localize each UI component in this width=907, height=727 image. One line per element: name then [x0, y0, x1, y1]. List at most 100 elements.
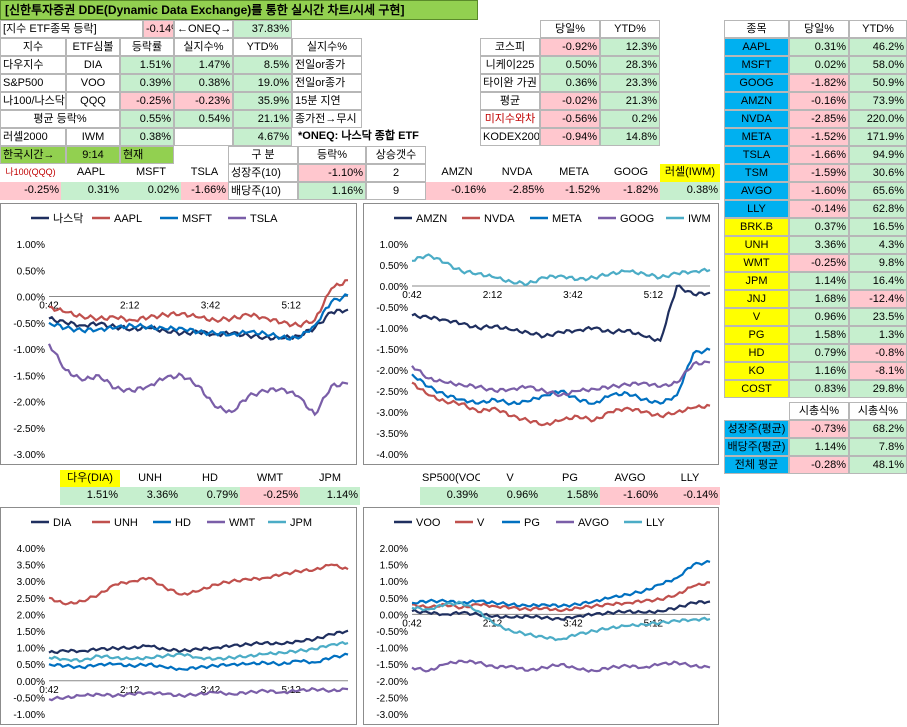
y-tick-label: -2.00% — [13, 398, 45, 409]
etf-cell: DIA — [66, 56, 120, 74]
stock-ytd: 23.5% — [849, 308, 907, 326]
world-label: 니케이225 — [480, 56, 540, 74]
row4-label: AVGO — [614, 472, 646, 484]
stock-pct: -1.66% — [789, 146, 849, 164]
legend-label: 나스닥 — [53, 212, 83, 225]
stock-symbol: TSLA — [724, 146, 789, 164]
stock-pct: -2.85% — [789, 110, 849, 128]
row3-label: UNH — [138, 472, 162, 484]
etf-cell: 전일or종가 — [292, 74, 362, 92]
r2000-pct: 0.38% — [120, 128, 174, 146]
series-line-voo — [411, 600, 711, 622]
y-tick-label: 2.00% — [380, 544, 408, 555]
x-tick-label: 2:12 — [120, 685, 140, 696]
legend-label: VOO — [416, 517, 441, 529]
row4-label: LLY — [680, 472, 700, 484]
etf-col-header: 실지수% — [292, 38, 362, 56]
row4-label: V — [506, 472, 514, 484]
legend-label: V — [477, 517, 485, 529]
y-tick-label: 0.00% — [380, 610, 408, 621]
y-tick-label: -2.50% — [13, 424, 45, 435]
summary-pct: -0.28% — [789, 456, 849, 474]
legend-label: LLY — [646, 517, 665, 529]
world-label: KODEX200 — [480, 128, 540, 146]
world-pct: -0.94% — [540, 128, 600, 146]
row3-label: WMT — [256, 472, 284, 484]
stock-symbol: COST — [724, 380, 789, 398]
etf-cell: QQQ — [66, 92, 120, 110]
growth-hdr: 구 분 — [228, 146, 298, 164]
chart-nasdaq: 나스닥 AAPL MSFT TSLA 1.00% 0.50% 0.00% -0.50% -1.0… — [0, 203, 357, 465]
row2-value: -0.16% — [426, 182, 488, 200]
stock-ytd: -0.8% — [849, 344, 907, 362]
x-tick-label: 3:42 — [563, 290, 583, 301]
world-ytd: 28.3% — [600, 56, 660, 74]
row3-label: 다우(DIA) — [60, 470, 120, 488]
stock-symbol: AAPL — [724, 38, 789, 56]
series-line-nvda — [411, 381, 711, 427]
y-tick-label: 4.00% — [17, 544, 45, 555]
stock-ytd: 50.9% — [849, 74, 907, 92]
stock-symbol: GOOG — [724, 74, 789, 92]
row3-value: -0.25% — [240, 487, 300, 505]
stock-hdr: 당일% — [789, 20, 849, 38]
legend-label: JPM — [290, 517, 312, 529]
r2000-blank — [174, 128, 233, 146]
row4-value: -1.60% — [600, 487, 660, 505]
world-label: 코스피 — [480, 38, 540, 56]
y-tick-label: 0.50% — [17, 266, 45, 277]
y-tick-label: -1.50% — [376, 345, 408, 356]
row4-value: 0.96% — [480, 487, 540, 505]
series-line-meta — [411, 347, 711, 406]
legend-label: META — [552, 213, 582, 225]
world-pct: -0.92% — [540, 38, 600, 56]
row2-label: 러셀(IWM) — [660, 164, 720, 182]
legend-label: TSLA — [250, 213, 278, 225]
etf-cell: 다우지수 — [0, 56, 66, 74]
summary-ytd: 7.8% — [849, 438, 907, 456]
summary-label: 성장주(평균) — [724, 420, 789, 438]
y-tick-label: -3.50% — [376, 429, 408, 440]
stock-symbol: HD — [724, 344, 789, 362]
etf-avg-value: 21.1% — [233, 110, 292, 128]
stock-pct: -0.14% — [789, 200, 849, 218]
stock-symbol: MSFT — [724, 56, 789, 74]
stock-ytd: 1.3% — [849, 326, 907, 344]
x-tick-label: 3:42 — [201, 301, 221, 312]
y-tick-label: 1.00% — [380, 240, 408, 251]
stock-ytd: -8.1% — [849, 362, 907, 380]
growth-pct: -1.10% — [298, 164, 366, 182]
summary-hdr: 시총식% — [789, 402, 849, 420]
world-ytd: 12.3% — [600, 38, 660, 56]
row2-label: NVDA — [501, 166, 533, 178]
stock-symbol: WMT — [724, 254, 789, 272]
etf-col-header: 실지수% — [174, 38, 233, 56]
row1-label: 나100(QQQ) — [5, 167, 56, 177]
etf-cell: 0.38% — [174, 74, 233, 92]
stock-pct: 3.36% — [789, 236, 849, 254]
stock-ytd: 62.8% — [849, 200, 907, 218]
series-line-wmt — [48, 686, 349, 702]
stock-ytd: 220.0% — [849, 110, 907, 128]
row4-value: 0.39% — [420, 487, 480, 505]
summary-label: 전체 평균 — [724, 456, 789, 474]
stock-pct: -1.59% — [789, 164, 849, 182]
stock-pct: 0.83% — [789, 380, 849, 398]
row3-value: 3.36% — [120, 487, 180, 505]
y-tick-label: -0.50% — [13, 693, 45, 704]
y-tick-label: 0.00% — [17, 293, 45, 304]
stock-symbol: NVDA — [724, 110, 789, 128]
x-tick-label: 3:42 — [563, 618, 583, 629]
x-tick-label: 5:12 — [644, 290, 664, 301]
page-title: [신한투자증권 DDE(Dynamic Data Exchange)를 통한 실… — [0, 0, 478, 20]
stock-symbol: V — [724, 308, 789, 326]
stock-pct: -1.52% — [789, 128, 849, 146]
korea-now: 현재 — [120, 146, 174, 164]
y-tick-label: -4.00% — [376, 450, 408, 461]
series-line-lly — [411, 600, 711, 642]
row1-label: MSFT — [136, 166, 166, 178]
world-pct: 0.36% — [540, 74, 600, 92]
etf-cell: -0.23% — [174, 92, 233, 110]
row2-label: GOOG — [613, 166, 649, 178]
stock-pct: 0.31% — [789, 38, 849, 56]
